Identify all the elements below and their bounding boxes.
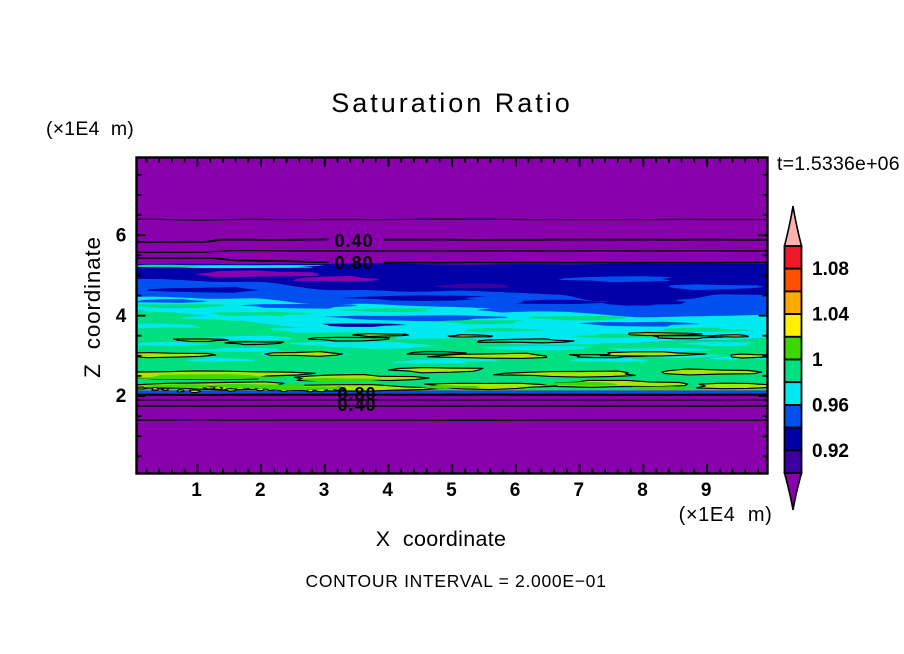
svg-text:2: 2	[116, 386, 127, 407]
svg-text:8: 8	[637, 480, 648, 501]
svg-text:0.40: 0.40	[337, 395, 376, 415]
svg-text:t=1.5336e+06: t=1.5336e+06	[777, 153, 900, 175]
svg-text:0.40: 0.40	[334, 231, 373, 251]
svg-text:0.96: 0.96	[812, 395, 849, 416]
svg-text:(×1E4 m): (×1E4 m)	[679, 504, 773, 526]
svg-text:4: 4	[116, 306, 127, 327]
svg-text:9: 9	[701, 480, 712, 501]
svg-text:CONTOUR INTERVAL = 2.000E−01: CONTOUR INTERVAL = 2.000E−01	[305, 571, 606, 591]
svg-text:1: 1	[812, 350, 823, 371]
svg-text:1.08: 1.08	[812, 259, 849, 280]
svg-text:6: 6	[510, 480, 521, 501]
svg-text:6: 6	[116, 225, 127, 246]
svg-text:0.80: 0.80	[337, 384, 376, 404]
svg-text:4: 4	[382, 480, 393, 501]
svg-text:Saturation Ratio: Saturation Ratio	[331, 88, 573, 118]
svg-text:1.04: 1.04	[812, 305, 849, 326]
svg-text:Z coordinate: Z coordinate	[80, 236, 105, 378]
svg-text:1: 1	[191, 480, 202, 501]
svg-text:5: 5	[446, 480, 457, 501]
svg-text:7: 7	[574, 480, 585, 501]
svg-text:3: 3	[319, 480, 330, 501]
svg-text:0.80: 0.80	[334, 253, 373, 273]
svg-text:0.92: 0.92	[812, 441, 849, 462]
svg-text:2: 2	[255, 480, 266, 501]
svg-text:X coordinate: X coordinate	[376, 527, 507, 551]
svg-text:(×1E4 m): (×1E4 m)	[46, 118, 134, 140]
